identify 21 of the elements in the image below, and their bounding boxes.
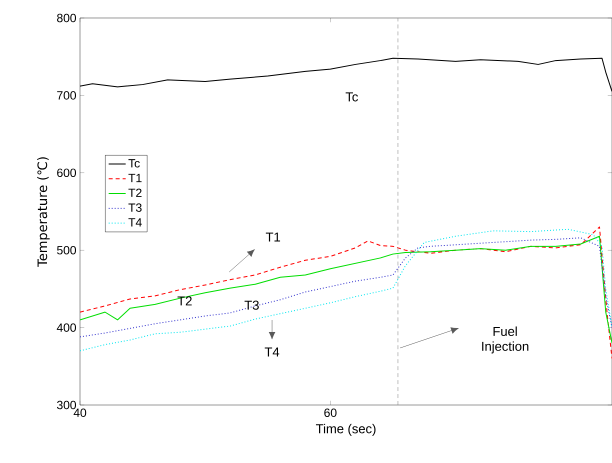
y-tick-label: 400 [56, 323, 76, 332]
legend-label: T2 [128, 188, 142, 197]
y-tick-label: 300 [56, 400, 76, 410]
y-tick-label: 800 [57, 14, 76, 22]
y-tick-label: 500 [57, 246, 76, 254]
y-axis-title: Temperature (℃) [37, 157, 50, 267]
legend-label: T1 [128, 174, 142, 182]
legend-label: T4 [128, 218, 142, 226]
annotation: T1 [266, 232, 280, 242]
y-tick-label: 700 [57, 91, 76, 100]
annotation: Fuel Injection [482, 326, 528, 354]
annotation: T2 [178, 296, 192, 306]
x-tick-label: 60 [324, 408, 337, 417]
legend-label: T3 [128, 203, 142, 212]
x-tick-label: 40 [74, 408, 86, 417]
x-axis-title: Time (sec) [316, 424, 376, 436]
legend-label: Tc [128, 159, 140, 168]
annotation: Tc [346, 92, 358, 102]
y-tick-label: 600 [57, 168, 76, 178]
annotation: T4 [264, 348, 280, 356]
annotation: T3 [244, 300, 259, 310]
